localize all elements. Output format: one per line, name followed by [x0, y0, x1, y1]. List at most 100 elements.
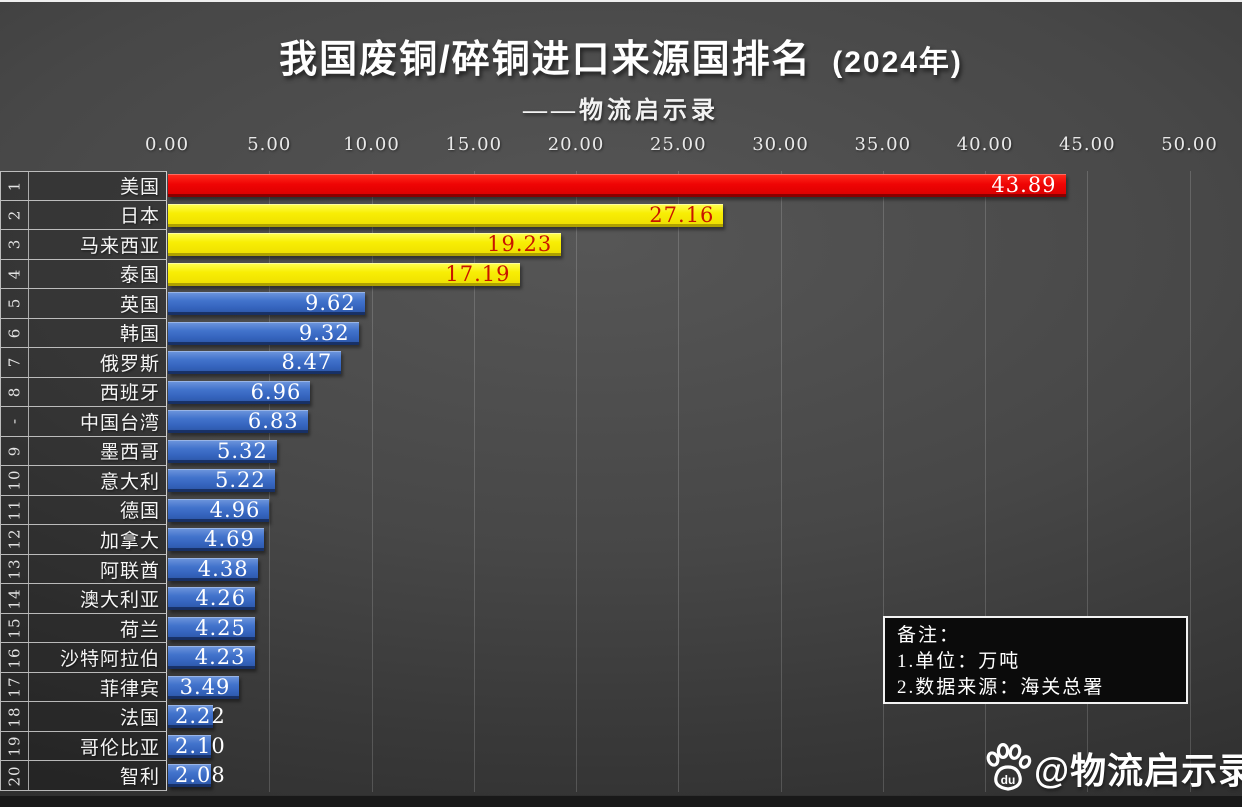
country-label: 德国	[119, 501, 160, 523]
country-label: 澳大利亚	[79, 590, 160, 612]
country-label: 俄罗斯	[99, 353, 160, 375]
value-label: 3.49	[179, 674, 231, 699]
rank-label: 3	[5, 239, 24, 250]
paw-du-label: du	[1001, 773, 1016, 787]
gridline	[1189, 171, 1191, 792]
row-cells: 4 泰国	[0, 259, 167, 290]
rank-cell: 5	[1, 289, 29, 318]
table-row: 8 西班牙 6.96	[0, 377, 1242, 408]
x-tick-label: 45.00	[1058, 134, 1116, 155]
rank-cell: 17	[1, 672, 29, 702]
bar-马来西亚	[168, 233, 562, 257]
rank-cell: 1	[1, 172, 29, 200]
country-label: 日本	[119, 206, 160, 228]
row-cells: 12 加拿大	[0, 525, 167, 555]
value-label: 43.89	[991, 173, 1057, 197]
x-tick-label: 35.00	[854, 134, 912, 155]
row-cells: 2 日本	[0, 200, 167, 231]
country-label: 马来西亚	[79, 235, 160, 257]
gridline	[882, 171, 884, 792]
rank-cell: 6	[1, 318, 29, 348]
table-row: 20 智利 2.08	[0, 761, 1242, 791]
row-cells: - 中国台湾	[0, 407, 167, 437]
row-cells: 7 俄罗斯	[0, 348, 167, 378]
rank-cell: 8	[1, 377, 29, 407]
row-cells: 8 西班牙	[0, 377, 167, 408]
country-label: 韩国	[119, 324, 160, 346]
bar-智利	[168, 764, 211, 788]
country-label: 中国台湾	[79, 412, 160, 434]
country-label: 加拿大	[99, 530, 160, 552]
table-row: 17 菲律宾 3.49	[0, 672, 1242, 703]
gridline	[473, 171, 475, 792]
rank-label: -	[5, 418, 24, 425]
row-cells: 15 荷兰	[0, 613, 167, 644]
gridline	[576, 171, 577, 792]
country-label: 哥伦比亚	[79, 737, 160, 759]
value-label: 4.96	[209, 497, 261, 522]
row-cells: 18 法国	[0, 702, 167, 732]
bar-泰国	[168, 262, 520, 286]
bar-加拿大	[168, 528, 264, 552]
country-label: 法国	[119, 708, 160, 730]
rank-label: 13	[5, 558, 24, 580]
rank-label: 16	[5, 647, 24, 669]
note-line: 2.数据来源：海关总署	[897, 677, 1105, 698]
rank-label: 14	[5, 587, 24, 610]
x-tick-label: 5.00	[247, 134, 292, 155]
rank-cell: 18	[1, 702, 29, 731]
value-label: 9.62	[304, 291, 356, 316]
x-tick-label: 20.00	[547, 134, 605, 155]
value-label: 2.08	[175, 763, 226, 788]
table-row: 18 法国 2.22	[0, 702, 1242, 732]
country-label: 泰国	[119, 265, 160, 287]
rank-label: 20	[5, 765, 24, 787]
rank-label: 10	[5, 469, 24, 491]
x-tick-label: 40.00	[956, 134, 1014, 155]
bar-德国	[168, 498, 270, 522]
rank-cell: 13	[1, 554, 29, 584]
chart-title-year: (2024年)	[832, 46, 963, 79]
chart-title: 我国废铜/碎铜进口来源国排名 (2024年)	[0, 28, 1242, 83]
value-label: 27.16	[649, 202, 715, 227]
bar-法国	[168, 705, 214, 729]
country-label: 荷兰	[119, 619, 160, 641]
row-cells: 10 意大利	[0, 466, 167, 496]
bar-墨西哥	[168, 439, 277, 463]
rank-label: 19	[5, 735, 24, 757]
bar-日本	[168, 203, 724, 227]
table-row: 16 沙特阿拉伯 4.23	[0, 643, 1242, 673]
row-cells: 16 沙特阿拉伯	[0, 643, 167, 673]
top-divider	[0, 0, 1242, 2]
table-row: 1 美国 43.89	[0, 171, 1242, 201]
row-cells: 19 哥伦比亚	[0, 731, 167, 762]
baidu-paw-icon: du	[986, 743, 1032, 791]
rank-label: 5	[5, 298, 24, 309]
table-row: 15 荷兰 4.25	[0, 613, 1242, 644]
bar-韩国	[168, 321, 359, 345]
x-tick-label: 50.00	[1161, 134, 1218, 155]
bottom-strip	[0, 795, 1242, 807]
note-box: 备注： 1.单位：万吨 2.数据来源：海关总署	[883, 616, 1188, 704]
chart-title-main: 我国废铜/碎铜进口来源国排名	[279, 39, 812, 81]
gridline	[985, 171, 986, 792]
rank-cell: 15	[1, 613, 29, 643]
rank-cell: 2	[1, 200, 29, 230]
value-label: 4.38	[197, 556, 249, 581]
bar-西班牙	[168, 380, 311, 404]
rank-label: 12	[5, 528, 24, 551]
x-tick-label: 15.00	[445, 134, 503, 155]
row-cells: 5 英国	[0, 289, 167, 319]
table-row: - 中国台湾 6.83	[0, 407, 1242, 437]
value-label: 17.19	[445, 261, 511, 286]
rank-cell: 10	[1, 466, 29, 495]
table-row: 19 哥伦比亚 2.10	[0, 731, 1242, 762]
gridline	[371, 171, 373, 792]
table-row: 2 日本 27.16	[0, 200, 1242, 231]
bar-英国	[168, 292, 365, 316]
rank-label: 11	[5, 499, 24, 521]
country-label: 英国	[119, 294, 160, 316]
rank-label: 17	[5, 676, 24, 698]
watermark-text: @物流启示录	[1034, 750, 1242, 791]
